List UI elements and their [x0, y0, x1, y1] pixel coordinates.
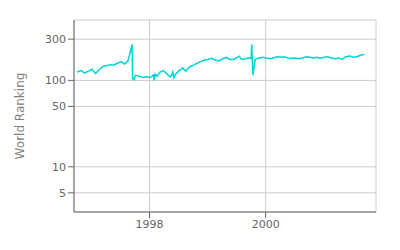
svg-text:100: 100: [45, 74, 66, 87]
svg-text:1998: 1998: [136, 218, 164, 231]
svg-text:50: 50: [52, 100, 66, 113]
svg-text:World Ranking: World Ranking: [13, 73, 27, 160]
svg-text:2000: 2000: [252, 218, 280, 231]
svg-text:5: 5: [59, 187, 66, 200]
svg-text:300: 300: [45, 33, 66, 46]
svg-text:10: 10: [52, 161, 66, 174]
